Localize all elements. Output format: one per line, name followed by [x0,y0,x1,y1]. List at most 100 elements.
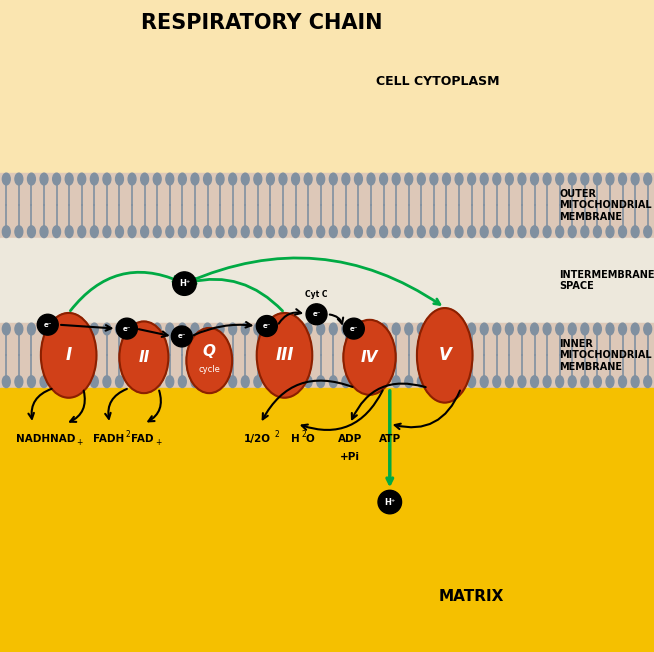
Ellipse shape [593,226,601,237]
Ellipse shape [153,376,161,387]
Ellipse shape [65,173,73,185]
Ellipse shape [468,323,475,335]
Ellipse shape [568,173,576,185]
Ellipse shape [116,323,124,335]
Ellipse shape [480,376,488,387]
Ellipse shape [90,226,98,237]
Text: 2: 2 [274,430,279,439]
Ellipse shape [254,323,262,335]
Ellipse shape [191,226,199,237]
Ellipse shape [568,323,576,335]
Ellipse shape [128,173,136,185]
Ellipse shape [468,226,475,237]
Ellipse shape [430,376,438,387]
Ellipse shape [78,323,86,335]
Ellipse shape [405,323,413,335]
Ellipse shape [65,376,73,387]
Text: FADH: FADH [93,434,124,443]
Ellipse shape [191,323,199,335]
Ellipse shape [254,226,262,237]
Ellipse shape [354,376,362,387]
Ellipse shape [78,376,86,387]
Ellipse shape [443,226,451,237]
Ellipse shape [644,173,651,185]
Ellipse shape [530,173,538,185]
Ellipse shape [493,323,501,335]
Ellipse shape [530,323,538,335]
Ellipse shape [606,376,614,387]
Ellipse shape [430,226,438,237]
Ellipse shape [103,376,111,387]
Ellipse shape [119,321,169,393]
Ellipse shape [530,226,538,237]
Ellipse shape [53,226,61,237]
Ellipse shape [241,173,249,185]
Text: ADP: ADP [337,434,362,443]
Ellipse shape [78,226,86,237]
Circle shape [306,304,327,325]
Text: e⁻: e⁻ [178,333,186,340]
Ellipse shape [40,226,48,237]
Ellipse shape [455,226,463,237]
Ellipse shape [417,308,473,402]
Text: V: V [438,346,451,364]
Ellipse shape [380,323,388,335]
Ellipse shape [367,226,375,237]
Ellipse shape [506,173,513,185]
Text: 1/2O: 1/2O [244,434,271,443]
Text: INNER
MITOCHONDRIAL
MEMBRANE: INNER MITOCHONDRIAL MEMBRANE [559,339,652,372]
Ellipse shape [556,226,564,237]
Circle shape [116,318,137,339]
Ellipse shape [430,173,438,185]
Text: +: + [77,438,83,447]
Text: RESPIRATORY CHAIN: RESPIRATORY CHAIN [141,13,383,33]
Ellipse shape [380,226,388,237]
Ellipse shape [179,173,186,185]
Ellipse shape [153,226,161,237]
Circle shape [173,272,196,295]
Ellipse shape [153,173,161,185]
Ellipse shape [90,173,98,185]
Ellipse shape [216,226,224,237]
Text: ATP: ATP [379,434,401,443]
Ellipse shape [153,323,161,335]
Ellipse shape [606,323,614,335]
Circle shape [378,490,402,514]
Ellipse shape [141,323,148,335]
Ellipse shape [631,376,639,387]
Text: MATRIX: MATRIX [438,589,504,604]
Ellipse shape [15,376,23,387]
Ellipse shape [241,376,249,387]
Ellipse shape [15,226,23,237]
Ellipse shape [317,376,324,387]
Ellipse shape [518,376,526,387]
Ellipse shape [644,376,651,387]
Ellipse shape [317,323,324,335]
Text: 2: 2 [126,430,131,439]
Ellipse shape [543,173,551,185]
Ellipse shape [468,173,475,185]
Ellipse shape [380,173,388,185]
Ellipse shape [430,323,438,335]
Ellipse shape [90,376,98,387]
Ellipse shape [330,376,337,387]
Ellipse shape [53,376,61,387]
Bar [0,388,654,652]
Text: H⁺: H⁺ [179,279,190,288]
Ellipse shape [518,323,526,335]
Ellipse shape [506,323,513,335]
Text: e⁻: e⁻ [350,325,358,332]
Text: e⁻: e⁻ [263,323,271,329]
Ellipse shape [103,323,111,335]
Ellipse shape [506,376,513,387]
Ellipse shape [556,323,564,335]
Ellipse shape [254,173,262,185]
Ellipse shape [330,226,337,237]
Ellipse shape [405,226,413,237]
Ellipse shape [619,376,627,387]
Ellipse shape [27,226,35,237]
Ellipse shape [392,323,400,335]
Text: NADH: NADH [16,434,50,443]
Ellipse shape [216,323,224,335]
Ellipse shape [367,173,375,185]
